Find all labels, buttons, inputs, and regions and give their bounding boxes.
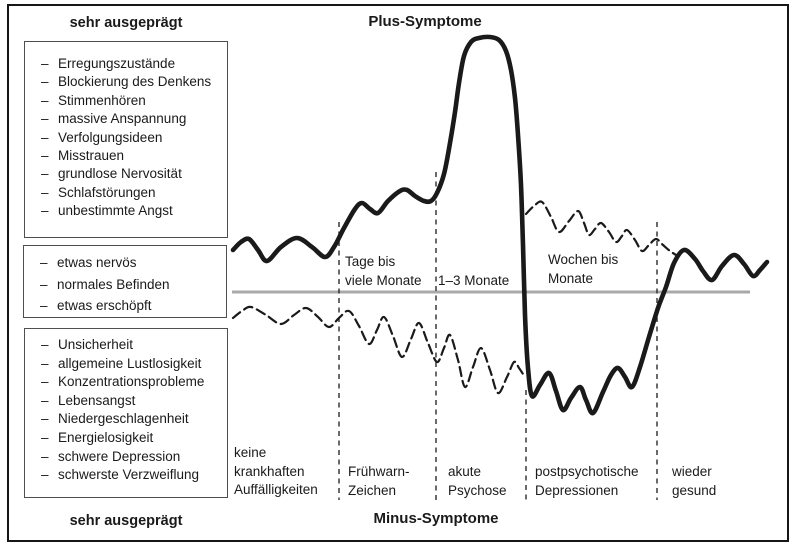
list-item: – Unsicherheit [41,336,223,355]
list-item: – schwere Depression [41,448,223,467]
minus-symptoms-title: Minus-Symptome [373,510,499,527]
phase-line: krankhaften [234,463,305,479]
dash-bullet: – [40,255,48,270]
dash-bullet: – [41,184,49,200]
phase-label-recovered: wieder gesund [672,463,716,500]
phase-label-acute-psychosis: akute Psychose [448,463,507,500]
duration-label-prodrome: Tage bis viele Monate [345,252,422,290]
dash-bullet: – [41,467,49,483]
severity-label-top: sehr ausgeprägt [69,15,183,31]
phase-line: Psychose [448,482,507,498]
list-item: – massive Anspannung [41,110,223,128]
dash-bullet: – [41,56,49,71]
list-item: – Erregungszustände [41,55,223,73]
phase-label-healthy: keine krankhaften Auffälligkeiten [234,444,318,500]
dash-bullet: – [41,374,49,390]
plus-symptoms-list: – Erregungszustände – Blockierung des De… [41,55,223,221]
list-item: – Konzentrationsprobleme [41,373,223,392]
symptom-label: normales Befinden [57,276,170,292]
symptom-label: schwere Depression [58,448,181,464]
phase-label-postpsychotic: postpsychotische Depressionen [535,463,639,500]
symptom-label: unbestimmte Angst [58,203,173,219]
list-item: – Niedergeschlagenheit [41,410,223,429]
dash-bullet: – [41,448,49,464]
list-item: – Blockierung des Denkens [41,73,223,91]
list-item: – Energielosigkeit [41,429,223,448]
list-item: – allgemeine Lustlosigkeit [41,355,223,374]
duration-label-post: Wochen bis Monate [548,250,618,288]
symptom-label: Unsicherheit [58,337,134,352]
list-item: – unbestimmte Angst [41,202,223,220]
symptom-label: Erregungszustände [58,56,176,71]
symptom-label: Niedergeschlagenheit [58,411,189,427]
phase-line: Frühwarn- [348,464,410,479]
symptom-label: schwerste Verzweiflung [58,467,200,483]
dash-bullet: – [41,337,49,352]
list-item: – Lebensangst [41,392,223,411]
dash-bullet: – [41,74,49,90]
dash-bullet: – [41,392,49,408]
symptom-label: Schlafstörungen [58,184,156,200]
symptom-label: Verfolgungsideen [58,129,163,145]
plus-symptoms-title: Plus-Symptome [368,13,482,30]
phase-line: keine [234,445,267,460]
symptom-label: allgemeine Lustlosigkeit [58,355,202,371]
duration-line: Wochen bis [548,252,619,267]
dash-bullet: – [41,129,49,145]
phase-line: wieder [672,464,712,479]
duration-line: 1–3 Monate [438,273,510,288]
symptom-label: Stimmenhören [58,92,146,108]
list-item: – Verfolgungsideen [41,129,223,147]
dash-bullet: – [41,203,49,219]
dash-bullet: – [40,298,48,314]
dash-bullet: – [41,111,49,127]
dash-bullet: – [41,92,49,108]
list-item: – Misstrauen [41,147,223,165]
phase-line: Zeichen [348,482,397,498]
duration-label-acute: 1–3 Monate [438,271,509,290]
dash-bullet: – [41,429,49,445]
duration-line: viele Monate [345,273,422,288]
phase-line: Auffälligkeiten [234,482,318,497]
symptom-label: etwas erschöpft [57,298,152,314]
symptom-label: Blockierung des Denkens [58,74,212,90]
list-item: – grundlose Nervosität [41,165,223,183]
list-item: – etwas nervös [40,252,222,274]
normal-state-list: – etwas nervös – normales Befinden – etw… [40,252,222,317]
dash-bullet: – [41,411,49,427]
list-item: – etwas erschöpft [40,295,222,317]
phase-label-early-warning: Frühwarn- Zeichen [348,463,410,500]
phase-line: postpsychotische [535,464,639,479]
symptom-label: Konzentrationsprobleme [58,374,205,390]
severity-label-bottom: sehr ausgeprägt [69,513,183,529]
plus-symptoms-box: – Erregungszustände – Blockierung des De… [24,41,228,238]
symptom-label: grundlose Nervosität [58,166,182,182]
duration-line: Tage bis [345,254,396,269]
minus-symptoms-list: – Unsicherheit – allgemeine Lustlosigkei… [41,336,223,485]
symptom-label: Energielosigkeit [58,429,154,445]
phase-line: gesund [672,482,717,498]
symptom-label: etwas nervös [57,255,137,270]
list-item: – Schlafstörungen [41,184,223,202]
list-item: – schwerste Verzweiflung [41,466,223,485]
symptom-label: Lebensangst [58,392,136,408]
symptom-label: Misstrauen [58,148,125,164]
minus-symptoms-box: – Unsicherheit – allgemeine Lustlosigkei… [24,328,228,498]
list-item: – normales Befinden [40,274,222,296]
duration-line: Monate [548,271,594,286]
phase-line: akute [448,464,482,479]
dash-bullet: – [41,166,49,182]
dash-bullet: – [41,355,49,371]
phase-line: Depressionen [535,482,619,498]
list-item: – Stimmenhören [41,92,223,110]
dash-bullet: – [41,148,49,164]
normal-state-box: – etwas nervös – normales Befinden – etw… [23,245,227,318]
dash-bullet: – [40,276,48,292]
symptom-label: massive Anspannung [58,111,187,127]
